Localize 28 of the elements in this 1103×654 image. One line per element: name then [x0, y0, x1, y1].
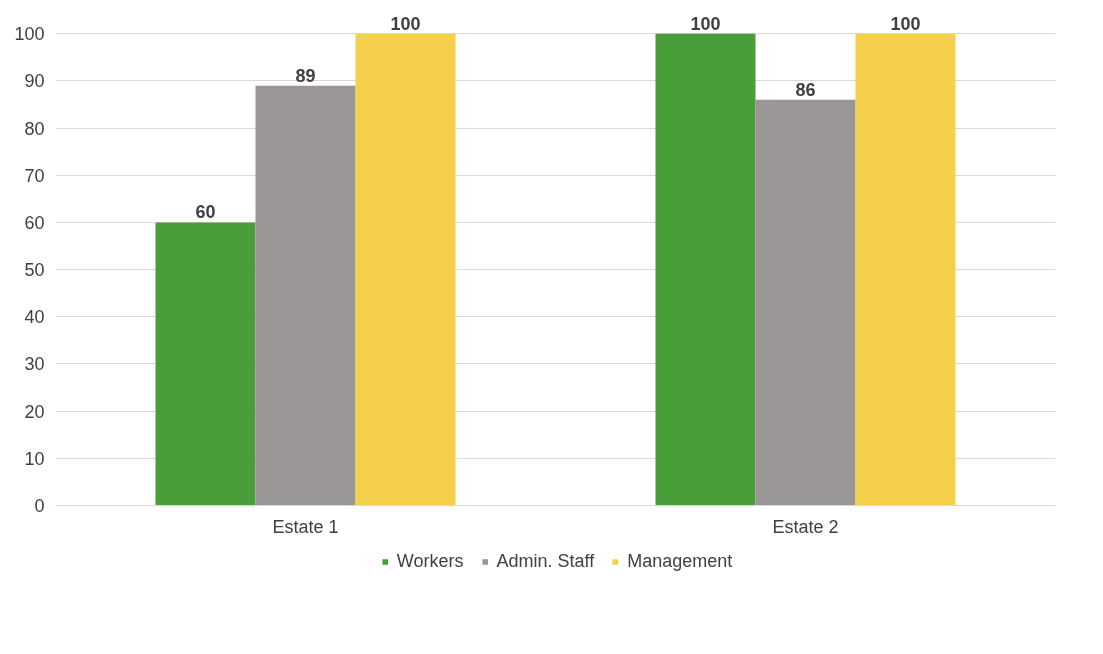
legend-label: Workers [396, 550, 464, 572]
y-tick-label: 10 [24, 448, 45, 469]
bar [855, 33, 956, 506]
y-tick-label: 100 [14, 24, 45, 45]
y-tick-label: 70 [24, 165, 45, 186]
x-tick-label: Estate 1 [272, 516, 339, 537]
bar [155, 222, 256, 506]
bar [655, 33, 756, 506]
data-label: 89 [295, 65, 316, 86]
data-label: 60 [195, 202, 216, 223]
data-label: 86 [795, 79, 816, 100]
y-tick-label: 50 [24, 260, 45, 281]
bar [755, 99, 856, 506]
y-tick-label: 60 [24, 212, 45, 233]
y-tick-label: 0 [34, 496, 45, 516]
legend-label: Admin. Staff [496, 550, 595, 572]
y-tick-label: 30 [24, 354, 45, 375]
bar [355, 33, 456, 506]
y-tick-label: 80 [24, 118, 45, 139]
bar [255, 85, 356, 506]
y-tick-label: 90 [24, 71, 45, 92]
y-tick-label: 20 [24, 401, 45, 422]
x-tick-label: Estate 2 [772, 516, 839, 537]
data-label: 100 [890, 13, 921, 34]
y-tick-label: 40 [24, 307, 45, 328]
data-label: 100 [390, 13, 421, 34]
legend-label: Management [627, 550, 733, 572]
data-label: 100 [690, 13, 721, 34]
